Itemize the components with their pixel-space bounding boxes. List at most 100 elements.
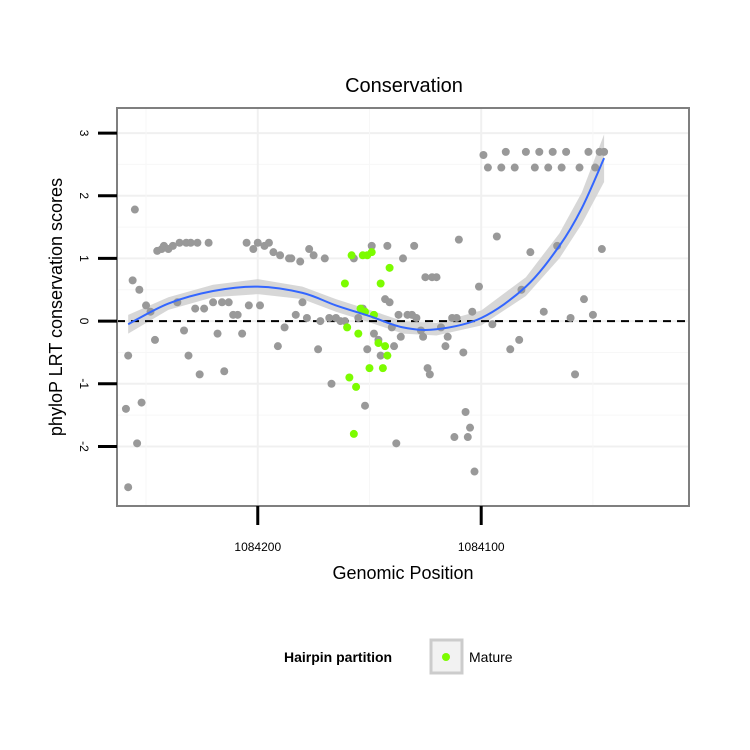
- point-mature: [352, 382, 361, 391]
- point-other: [242, 238, 251, 247]
- point-other: [497, 163, 506, 172]
- point-mature: [374, 339, 383, 348]
- point-other: [390, 342, 399, 351]
- point-other: [535, 147, 544, 156]
- point-other: [575, 163, 584, 172]
- point-other: [521, 147, 530, 156]
- point-other: [466, 423, 475, 432]
- point-other: [193, 238, 202, 247]
- legend-mature-swatch: [442, 653, 450, 661]
- point-other: [432, 273, 441, 282]
- x-tick-label: 1084200: [234, 540, 281, 554]
- point-other: [483, 163, 492, 172]
- point-other: [470, 467, 479, 476]
- point-other: [452, 313, 461, 322]
- point-mature: [345, 373, 354, 382]
- point-other: [128, 276, 137, 285]
- point-other: [584, 147, 593, 156]
- point-other: [363, 345, 372, 354]
- point-other: [419, 332, 428, 341]
- point-mature: [365, 364, 374, 373]
- point-other: [256, 301, 264, 310]
- point-other: [548, 147, 557, 156]
- confidence-ribbon: [128, 134, 605, 336]
- point-other: [253, 238, 262, 247]
- point-other: [276, 251, 285, 260]
- y-axis: 3 2 1 0 -1 -2: [77, 130, 117, 452]
- point-other: [588, 310, 597, 319]
- point-mature: [343, 323, 352, 332]
- point-other: [461, 407, 470, 416]
- point-other: [506, 345, 515, 354]
- point-mature: [367, 248, 376, 257]
- point-other: [298, 298, 307, 307]
- point-other: [244, 301, 253, 310]
- point-other: [441, 342, 450, 351]
- point-other: [150, 335, 159, 344]
- point-other: [264, 238, 273, 247]
- point-other: [597, 245, 606, 254]
- point-other: [316, 317, 325, 326]
- point-other: [421, 273, 430, 282]
- point-other: [410, 241, 419, 250]
- data-points-layer: [121, 147, 609, 492]
- point-other: [340, 317, 349, 326]
- y-tick-label: 2: [77, 192, 91, 199]
- point-other: [180, 326, 189, 335]
- smooth-line-layer: [127, 157, 606, 331]
- point-other: [474, 282, 483, 291]
- point-other: [320, 254, 329, 263]
- plot-border: [116, 107, 690, 507]
- point-other: [515, 335, 524, 344]
- point-other: [124, 351, 133, 360]
- point-other: [361, 401, 370, 410]
- plot-area: [116, 107, 690, 507]
- point-mature: [340, 279, 349, 288]
- point-other: [327, 379, 336, 388]
- y-tick-label: -2: [77, 441, 91, 452]
- point-other: [526, 248, 535, 257]
- point-other: [224, 298, 233, 307]
- point-mature: [347, 251, 356, 260]
- point-other: [213, 329, 222, 338]
- point-other: [238, 329, 247, 338]
- point-other: [383, 241, 392, 250]
- y-tick-label: 3: [77, 130, 91, 137]
- y-tick-label: 1: [77, 255, 91, 262]
- point-other: [459, 348, 468, 357]
- point-other: [468, 307, 477, 316]
- point-other: [133, 439, 142, 448]
- point-other: [220, 367, 229, 376]
- point-other: [137, 398, 146, 407]
- point-other: [392, 439, 401, 448]
- point-other: [314, 345, 323, 354]
- point-other: [579, 295, 588, 304]
- point-other: [566, 313, 575, 322]
- point-other: [369, 329, 378, 338]
- point-mature: [354, 329, 363, 338]
- point-other: [325, 313, 334, 322]
- x-axis: 1084200 1084100: [234, 506, 505, 554]
- point-other: [249, 245, 258, 254]
- point-other: [510, 163, 519, 172]
- point-other: [376, 351, 385, 360]
- point-other: [571, 370, 580, 379]
- point-mature: [376, 279, 385, 288]
- point-other: [130, 205, 139, 214]
- point-other: [218, 298, 227, 307]
- point-mature: [381, 342, 390, 351]
- point-other: [184, 351, 193, 360]
- point-other: [492, 232, 501, 241]
- point-other: [544, 163, 553, 172]
- x-axis-title: Genomic Position: [332, 563, 473, 583]
- point-other: [394, 310, 403, 319]
- point-other: [175, 238, 184, 247]
- point-other: [501, 147, 510, 156]
- point-other: [454, 235, 463, 244]
- point-other: [273, 342, 282, 351]
- point-other: [291, 310, 300, 319]
- point-other: [280, 323, 289, 332]
- point-other: [600, 147, 609, 156]
- point-other: [124, 483, 133, 492]
- point-other: [305, 245, 314, 254]
